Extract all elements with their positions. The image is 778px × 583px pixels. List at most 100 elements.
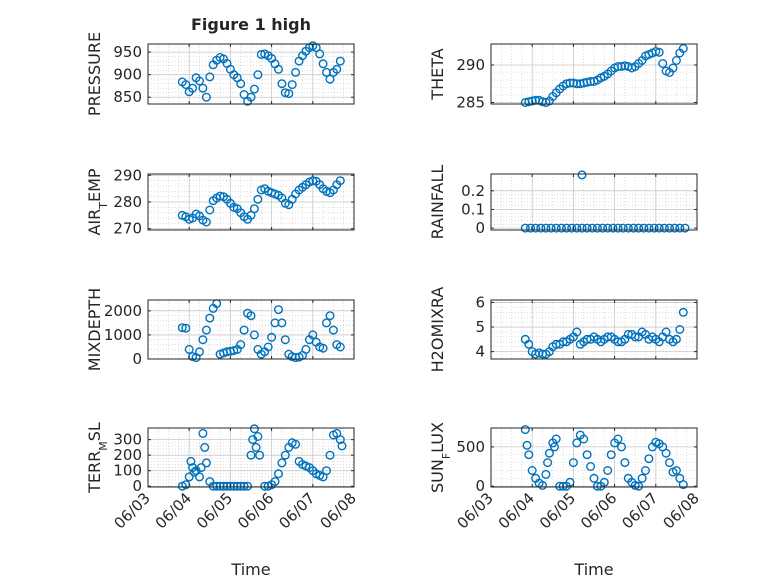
data-point [671,466,681,476]
data-point [659,223,669,233]
data-point [543,458,553,468]
data-point [544,448,554,458]
data-point [617,62,627,72]
data-point [274,469,284,479]
y-tick-label: 0.2 [461,182,485,200]
data-point [332,64,342,74]
data-point [177,323,187,333]
data-point [184,472,194,482]
data-point [599,477,609,487]
y-tick-label: 500 [456,438,485,456]
data-point [661,448,671,458]
data-point [194,76,204,86]
data-point [680,223,690,233]
data-point [322,466,332,476]
data-point [318,59,328,69]
y-tick-label: 0 [475,219,485,237]
data-point [337,441,347,451]
data-point [562,223,572,233]
y-tick-label: 0 [132,477,142,495]
axes-box [147,299,355,360]
y-tick-label: 1000 [104,326,142,344]
data-point [325,311,335,321]
y-tick-label: 900 [113,66,142,84]
data-point [634,223,644,233]
y-tick-label: 2000 [104,302,142,320]
data-point [526,223,536,233]
axes-box [490,299,698,360]
data-point [201,92,211,102]
data-point [194,472,204,482]
data-point [629,223,639,233]
data-point [555,481,565,491]
data-point [671,334,681,344]
data-point [668,63,678,73]
data-point [325,450,335,460]
data-point [335,56,345,66]
figure-title: Figure 1 high [191,15,311,34]
data-point [665,223,675,233]
data-point [577,170,587,180]
data-point [196,463,206,473]
data-point [671,56,681,66]
data-point [287,80,297,90]
data-point [620,458,630,468]
data-point [325,74,335,84]
data-point [246,450,256,460]
y-tick-label: 100 [113,462,142,480]
data-point [665,458,675,468]
data-point [522,440,532,450]
data-point [200,442,210,452]
data-point [253,194,263,204]
data-point [291,67,301,77]
data-point [301,344,311,354]
data-point [586,462,596,472]
y-tick-label: 0.1 [461,200,485,218]
data-point [556,223,566,233]
axes-box [147,427,355,488]
data-point [592,223,602,233]
data-point [212,481,222,491]
data-point [318,343,328,353]
data-point [249,204,259,214]
y-tick-label: 290 [456,56,485,74]
y-tick-label: 0 [475,477,485,495]
x-axis-label-left: Time [230,560,270,579]
y-axis-label: THETA [428,48,447,100]
data-point [184,344,194,354]
data-point [201,458,211,468]
data-point [218,481,228,491]
data-point [274,305,284,315]
data-point [658,59,668,69]
y-tick-label: 200 [113,446,142,464]
data-point [567,223,577,233]
y-axis-label: PRESSURE [85,32,104,116]
data-point [598,223,608,233]
data-point [205,313,215,323]
data-point [641,466,651,476]
data-point [267,332,277,342]
data-point [291,439,301,449]
data-point [551,223,561,233]
data-point [280,335,290,345]
data-point [589,473,599,483]
data-point [277,79,287,89]
data-point [246,311,256,321]
data-point [236,79,246,89]
data-point [194,347,204,357]
data-point [181,323,191,333]
y-axis-label: MIXDEPTH [85,288,104,371]
data-point [253,432,263,442]
data-point [572,438,582,448]
data-point [524,450,534,460]
y-axis-label: SUNFLUX [428,422,453,493]
data-point [654,47,664,57]
data-point [205,72,215,82]
data-point [644,223,654,233]
data-point [568,458,578,468]
y-tick-label: 280 [113,193,142,211]
axes-box [147,43,355,105]
data-point [678,480,688,490]
